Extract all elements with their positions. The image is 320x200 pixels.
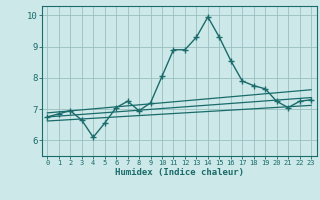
X-axis label: Humidex (Indice chaleur): Humidex (Indice chaleur)	[115, 168, 244, 177]
